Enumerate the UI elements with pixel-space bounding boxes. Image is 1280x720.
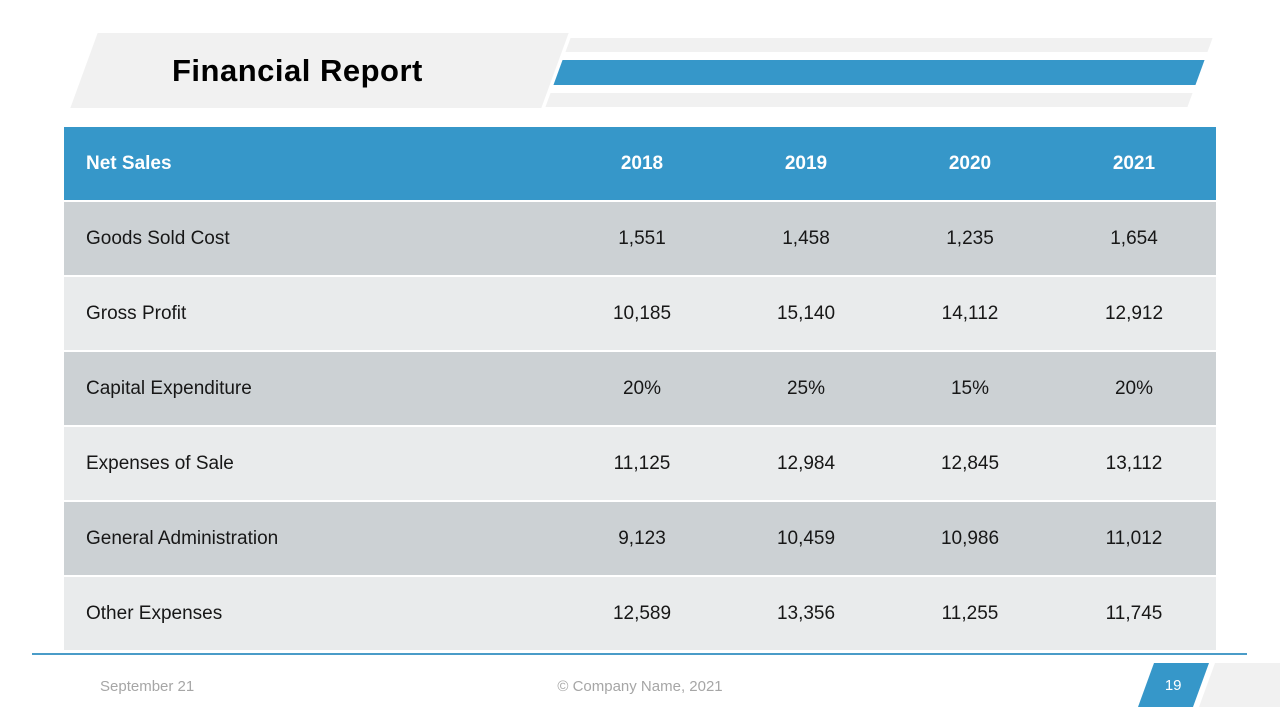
page-number: 19 bbox=[1165, 676, 1182, 694]
cell-value: 9,123 bbox=[618, 527, 666, 549]
header-decoration bbox=[545, 38, 1213, 107]
row-label: General Administration bbox=[86, 527, 279, 549]
table-header-year: 2019 bbox=[784, 152, 828, 174]
cell-value: 13,356 bbox=[776, 602, 836, 624]
table-row: Goods Sold Cost 1,551 1,458 1,235 1,654 bbox=[64, 202, 1216, 275]
page-number-badge: 19 bbox=[1137, 663, 1210, 707]
footer-divider bbox=[32, 653, 1247, 655]
row-label: Gross Profit bbox=[86, 302, 187, 324]
cell-value: 15,140 bbox=[776, 302, 836, 324]
cell-value: 12,589 bbox=[612, 602, 672, 624]
decoration-stripe-bottom bbox=[545, 93, 1193, 107]
row-label: Other Expenses bbox=[86, 602, 223, 624]
cell-value: 10,986 bbox=[940, 527, 1000, 549]
cell-value: 14,112 bbox=[941, 302, 999, 324]
table-row: Other Expenses 12,589 13,356 11,255 11,7… bbox=[64, 577, 1216, 650]
row-label: Capital Expenditure bbox=[86, 377, 252, 399]
cell-value: 20% bbox=[1114, 377, 1154, 399]
table-header-year: 2020 bbox=[948, 152, 992, 174]
row-label: Goods Sold Cost bbox=[86, 227, 230, 249]
cell-value: 1,235 bbox=[946, 227, 994, 249]
cell-value: 12,984 bbox=[776, 452, 836, 474]
slide-title: Financial Report bbox=[172, 52, 423, 88]
cell-value: 11,745 bbox=[1105, 602, 1163, 624]
table-header-label: Net Sales bbox=[86, 152, 172, 174]
row-label: Expenses of Sale bbox=[86, 452, 234, 474]
cell-value: 12,912 bbox=[1104, 302, 1164, 324]
footer-decoration bbox=[1198, 663, 1280, 707]
cell-value: 1,654 bbox=[1110, 227, 1158, 249]
cell-value: 15% bbox=[950, 377, 990, 399]
title-banner: Financial Report bbox=[70, 33, 569, 108]
cell-value: 13,112 bbox=[1105, 452, 1163, 474]
table-row: Expenses of Sale 11,125 12,984 12,845 13… bbox=[64, 427, 1216, 500]
footer-date: September 21 bbox=[100, 678, 195, 695]
decoration-stripe-top bbox=[565, 38, 1213, 52]
cell-value: 11,255 bbox=[941, 602, 999, 624]
table-row: General Administration 9,123 10,459 10,9… bbox=[64, 502, 1216, 575]
table-header-year: 2021 bbox=[1112, 152, 1156, 174]
footer-copyright: © Company Name, 2021 bbox=[557, 678, 723, 695]
cell-value: 10,459 bbox=[776, 527, 836, 549]
table-header-row: Net Sales 2018 2019 2020 2021 bbox=[64, 127, 1216, 200]
decoration-stripe-blue bbox=[553, 60, 1205, 85]
table-row: Capital Expenditure 20% 25% 15% 20% bbox=[64, 352, 1216, 425]
cell-value: 25% bbox=[786, 377, 826, 399]
table-row: Gross Profit 10,185 15,140 14,112 12,912 bbox=[64, 277, 1216, 350]
cell-value: 1,551 bbox=[618, 227, 666, 249]
cell-value: 11,012 bbox=[1105, 527, 1163, 549]
financial-table: Net Sales 2018 2019 2020 2021 Goods Sold… bbox=[64, 127, 1216, 652]
cell-value: 12,845 bbox=[940, 452, 1000, 474]
cell-value: 11,125 bbox=[613, 452, 671, 474]
table-header-year: 2018 bbox=[620, 152, 664, 174]
cell-value: 10,185 bbox=[612, 302, 672, 324]
cell-value: 20% bbox=[622, 377, 662, 399]
cell-value: 1,458 bbox=[782, 227, 830, 249]
